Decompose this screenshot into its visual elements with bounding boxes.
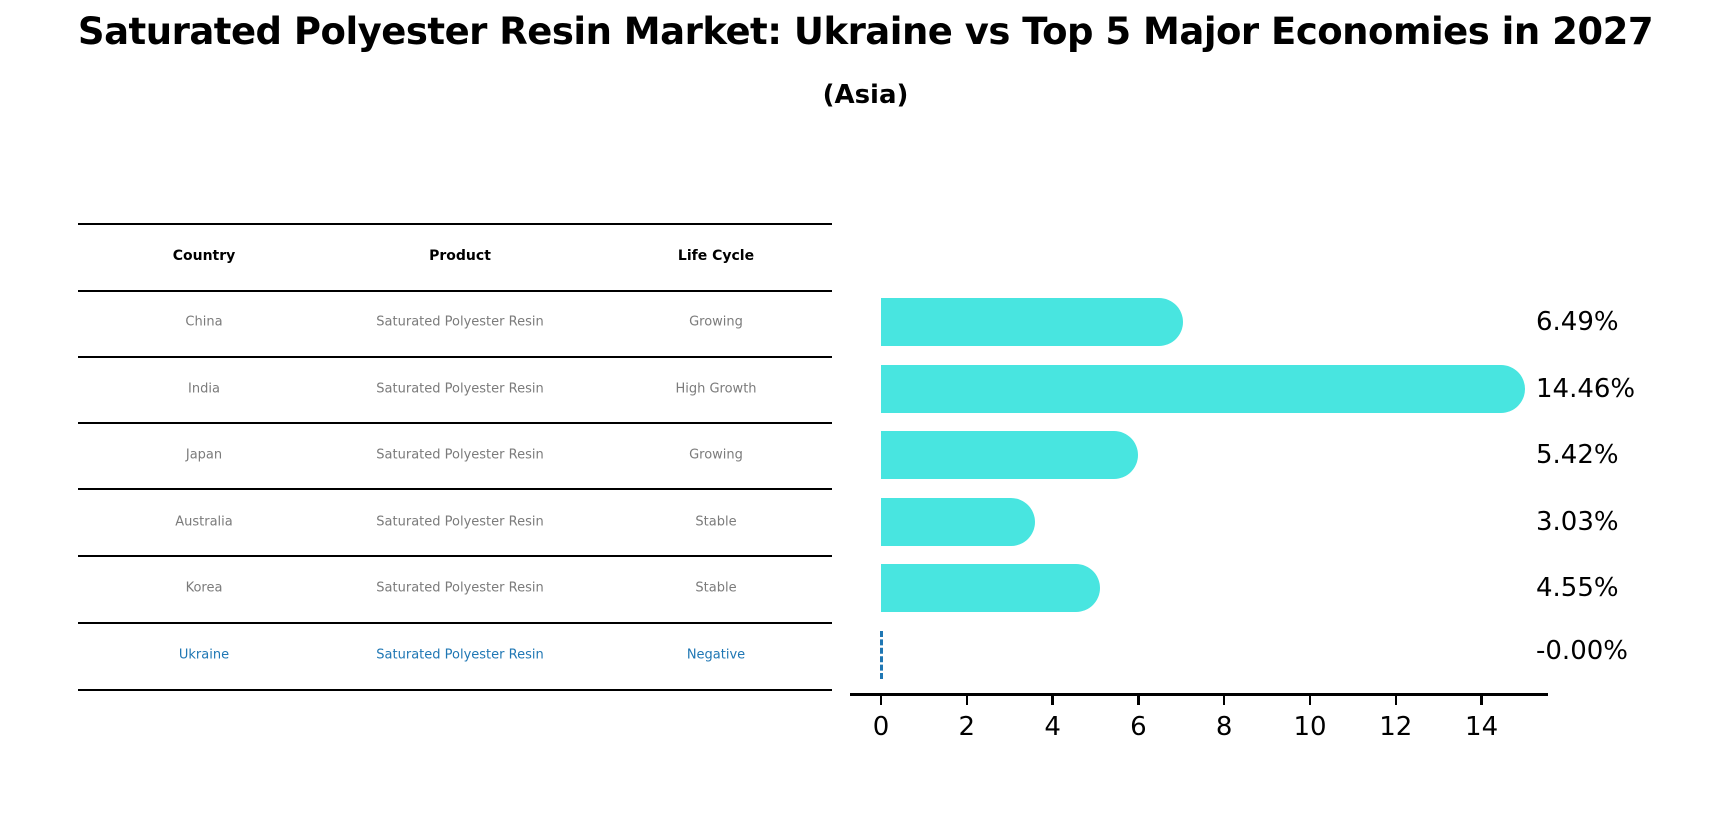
ukraine-zero-dashed-line xyxy=(879,631,883,679)
x-axis-tick xyxy=(1051,696,1054,705)
x-axis-tick-label: 6 xyxy=(1130,712,1147,742)
lifecycle-cell: Growing xyxy=(689,447,743,463)
bar-value-label-india: 14.46% xyxy=(1536,373,1636,404)
country-cell: Japan xyxy=(185,447,223,463)
table-rule-line xyxy=(78,421,832,424)
table-rule-line xyxy=(78,289,832,292)
growth-bar-korea xyxy=(881,564,1101,612)
chart-title: Saturated Polyester Resin Market: Ukrain… xyxy=(77,10,1654,53)
growth-bar-australia xyxy=(881,497,1035,546)
x-axis-tick-label: 2 xyxy=(958,712,976,742)
x-axis-tick xyxy=(1308,696,1312,705)
x-axis-tick-label: 12 xyxy=(1379,712,1413,742)
growth-bar-china xyxy=(881,298,1184,346)
x-axis-tick xyxy=(1137,696,1140,705)
growth-bar-japan xyxy=(881,431,1138,479)
x-axis-tick xyxy=(1480,696,1483,705)
bar-value-label-australia: 3.03% xyxy=(1536,506,1619,537)
product-cell: Saturated Polyester Resin xyxy=(376,514,544,529)
table-rule-line xyxy=(78,355,832,358)
bar-value-label-ukraine: -0.00% xyxy=(1536,636,1628,666)
product-cell: Saturated Polyester Resin xyxy=(376,447,544,463)
chart-subtitle: (Asia) xyxy=(822,80,909,110)
bar-value-label-japan: 5.42% xyxy=(1536,440,1619,470)
country-cell: Ukraine xyxy=(178,647,230,663)
table-rule-line xyxy=(78,689,832,691)
x-axis-tick-label: 8 xyxy=(1215,712,1233,742)
product-cell: Saturated Polyester Resin xyxy=(376,647,544,663)
x-axis-tick-label: 14 xyxy=(1465,712,1499,742)
country-cell: Korea xyxy=(185,580,223,596)
bar-value-label-korea: 4.55% xyxy=(1536,573,1619,603)
product-cell: Saturated Polyester Resin xyxy=(376,314,544,330)
table-rule-line xyxy=(78,488,832,490)
bar-value-label-china: 6.49% xyxy=(1536,307,1619,337)
x-axis-tick xyxy=(1222,696,1226,705)
table-rule-line xyxy=(78,622,832,624)
product-cell: Saturated Polyester Resin xyxy=(376,381,544,396)
lifecycle-cell: Growing xyxy=(689,314,743,330)
col-header-lifecycle: Life Cycle xyxy=(677,248,755,264)
x-axis-line xyxy=(850,693,1548,696)
x-axis-tick xyxy=(879,696,883,705)
growth-bar-india xyxy=(881,364,1526,413)
x-axis-tick-label: 0 xyxy=(872,712,890,742)
x-axis-tick xyxy=(1394,696,1398,705)
col-header-country: Country xyxy=(172,248,236,264)
table-rule-line xyxy=(78,554,832,557)
lifecycle-cell: Stable xyxy=(695,514,737,529)
x-axis-tick xyxy=(965,696,969,705)
x-axis-tick-label: 4 xyxy=(1044,712,1061,742)
lifecycle-cell: Negative xyxy=(686,647,746,663)
country-cell: China xyxy=(185,314,223,330)
table-rule-line xyxy=(78,223,832,225)
product-cell: Saturated Polyester Resin xyxy=(376,580,544,596)
country-cell: Australia xyxy=(175,514,233,529)
x-axis-tick-label: 10 xyxy=(1293,712,1327,742)
col-header-product: Product xyxy=(429,248,491,264)
country-cell: India xyxy=(188,381,220,396)
lifecycle-cell: Stable xyxy=(695,580,737,596)
lifecycle-cell: High Growth xyxy=(675,381,757,396)
